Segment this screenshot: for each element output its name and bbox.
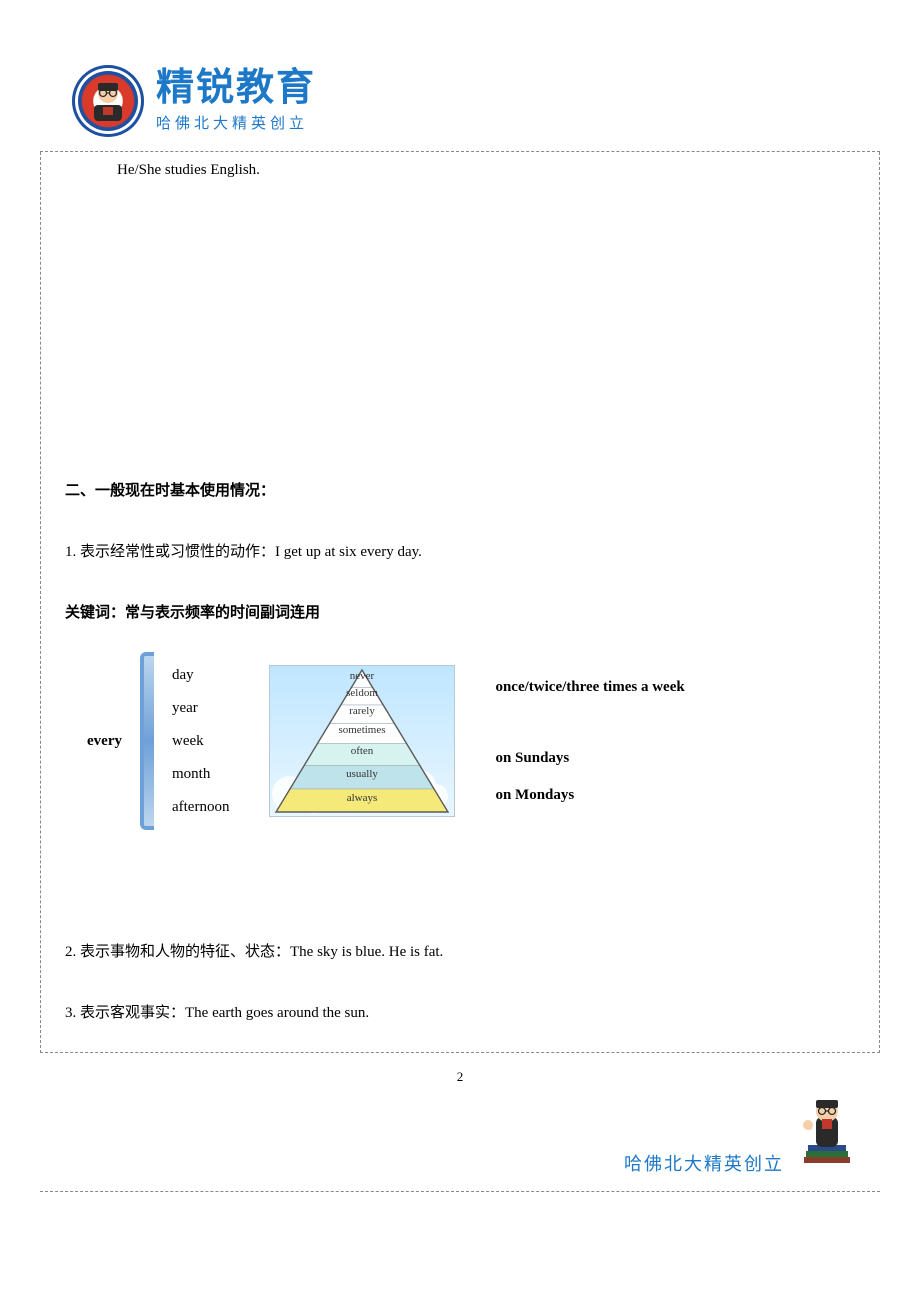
mascot-icon [796, 1095, 858, 1182]
every-label: every [87, 733, 122, 750]
list-item: afternoon [172, 799, 229, 816]
footer-tagline: 哈佛北大精英创立 [624, 1150, 784, 1182]
content-box: He/She studies English. 二、一般现在时基本使用情况： 1… [40, 152, 880, 1053]
frequency-row: every day year week month afternoon neve… [65, 652, 855, 830]
section-title: 二、一般现在时基本使用情况： [65, 479, 855, 500]
page-footer: 哈佛北大精英创立 [624, 1095, 858, 1182]
list-item: 2. 表示事物和人物的特征、状态：The sky is blue. He is … [65, 940, 855, 961]
page-number: 2 [0, 1069, 920, 1085]
time-unit-list: day year week month afternoon [172, 667, 229, 816]
example-sentence: He/She studies English. [65, 162, 855, 179]
svg-text:often: often [351, 745, 374, 757]
list-item: day [172, 667, 229, 684]
svg-text:never: never [350, 670, 375, 682]
brand-name: 精锐教育 [156, 69, 316, 109]
svg-text:always: always [347, 792, 378, 804]
bracket-icon [140, 652, 154, 830]
divider [40, 1191, 880, 1192]
list-item: 3. 表示客观事实：The earth goes around the sun. [65, 1001, 855, 1022]
freq-phrase: on Mondays [495, 787, 684, 804]
frequency-pyramid-chart: never seldom rarely sometimes often usually al… [269, 665, 455, 817]
freq-phrase: on Sundays [495, 750, 684, 767]
list-item: month [172, 766, 229, 783]
list-item: year [172, 700, 229, 717]
freq-phrase: once/twice/three times a week [495, 679, 684, 696]
list-item: week [172, 733, 229, 750]
page-header: 精锐教育 哈佛北大精英创立 [0, 0, 920, 137]
svg-text:usually: usually [347, 768, 379, 780]
svg-text:rarely: rarely [350, 705, 376, 717]
svg-text:seldom: seldom [347, 687, 379, 699]
keyword-line: 关键词：常与表示频率的时间副词连用 [65, 601, 855, 622]
brand-logo-icon [72, 65, 144, 137]
list-item: 1. 表示经常性或习惯性的动作：I get up at six every da… [65, 540, 855, 561]
brand-tagline: 哈佛北大精英创立 [156, 112, 316, 133]
svg-text:sometimes: sometimes [339, 724, 386, 736]
